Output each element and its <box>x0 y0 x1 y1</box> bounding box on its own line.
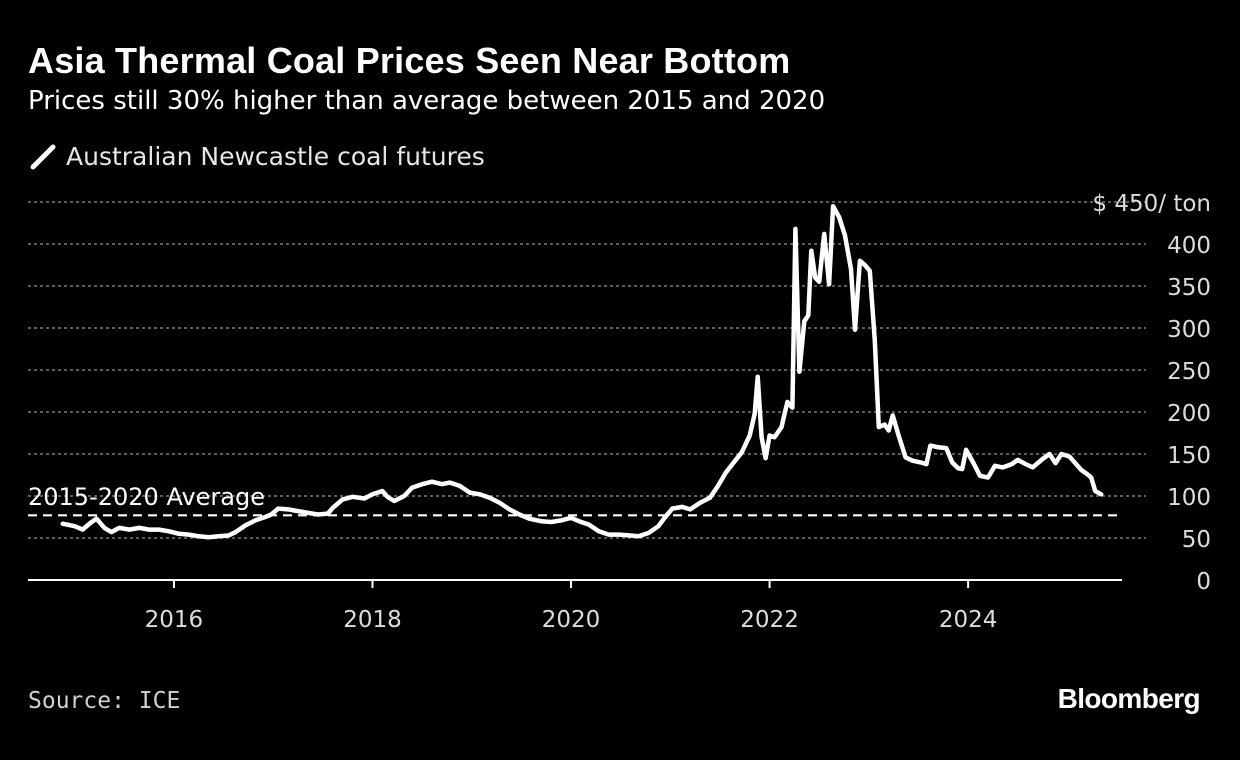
x-tick-label: 2016 <box>145 607 204 633</box>
bloomberg-logo: Bloomberg <box>1057 683 1201 714</box>
y-tick-label: 300 <box>1167 317 1211 343</box>
legend-line-swatch-icon <box>30 144 56 169</box>
coal-futures-price-line <box>60 203 1104 540</box>
legend: Australian Newcastle coal futures <box>30 142 485 171</box>
y-tick-label: 100 <box>1167 485 1211 511</box>
x-tick-label: 2020 <box>542 607 601 633</box>
y-tick-label: 0 <box>1196 569 1211 595</box>
chart-subtitle: Prices still 30% higher than average bet… <box>28 86 826 116</box>
y-tick-label: 200 <box>1167 401 1211 427</box>
x-tick-label: 2022 <box>740 607 799 633</box>
chart-title: Asia Thermal Coal Prices Seen Near Botto… <box>28 40 791 81</box>
y-tick-label: $ 450/ ton <box>1092 191 1211 217</box>
x-tick-label: 2018 <box>343 607 402 633</box>
legend-label: Australian Newcastle coal futures <box>66 142 485 171</box>
y-tick-label: 400 <box>1167 233 1211 259</box>
x-tick-label: 2024 <box>939 607 998 633</box>
y-tick-label: 350 <box>1167 275 1211 301</box>
y-tick-label: 250 <box>1167 359 1211 385</box>
average-reference-label: 2015-2020 Average <box>28 483 265 511</box>
source-note: Source: ICE <box>28 688 181 714</box>
y-tick-label: 150 <box>1167 443 1211 469</box>
y-tick-label: 50 <box>1182 527 1211 553</box>
